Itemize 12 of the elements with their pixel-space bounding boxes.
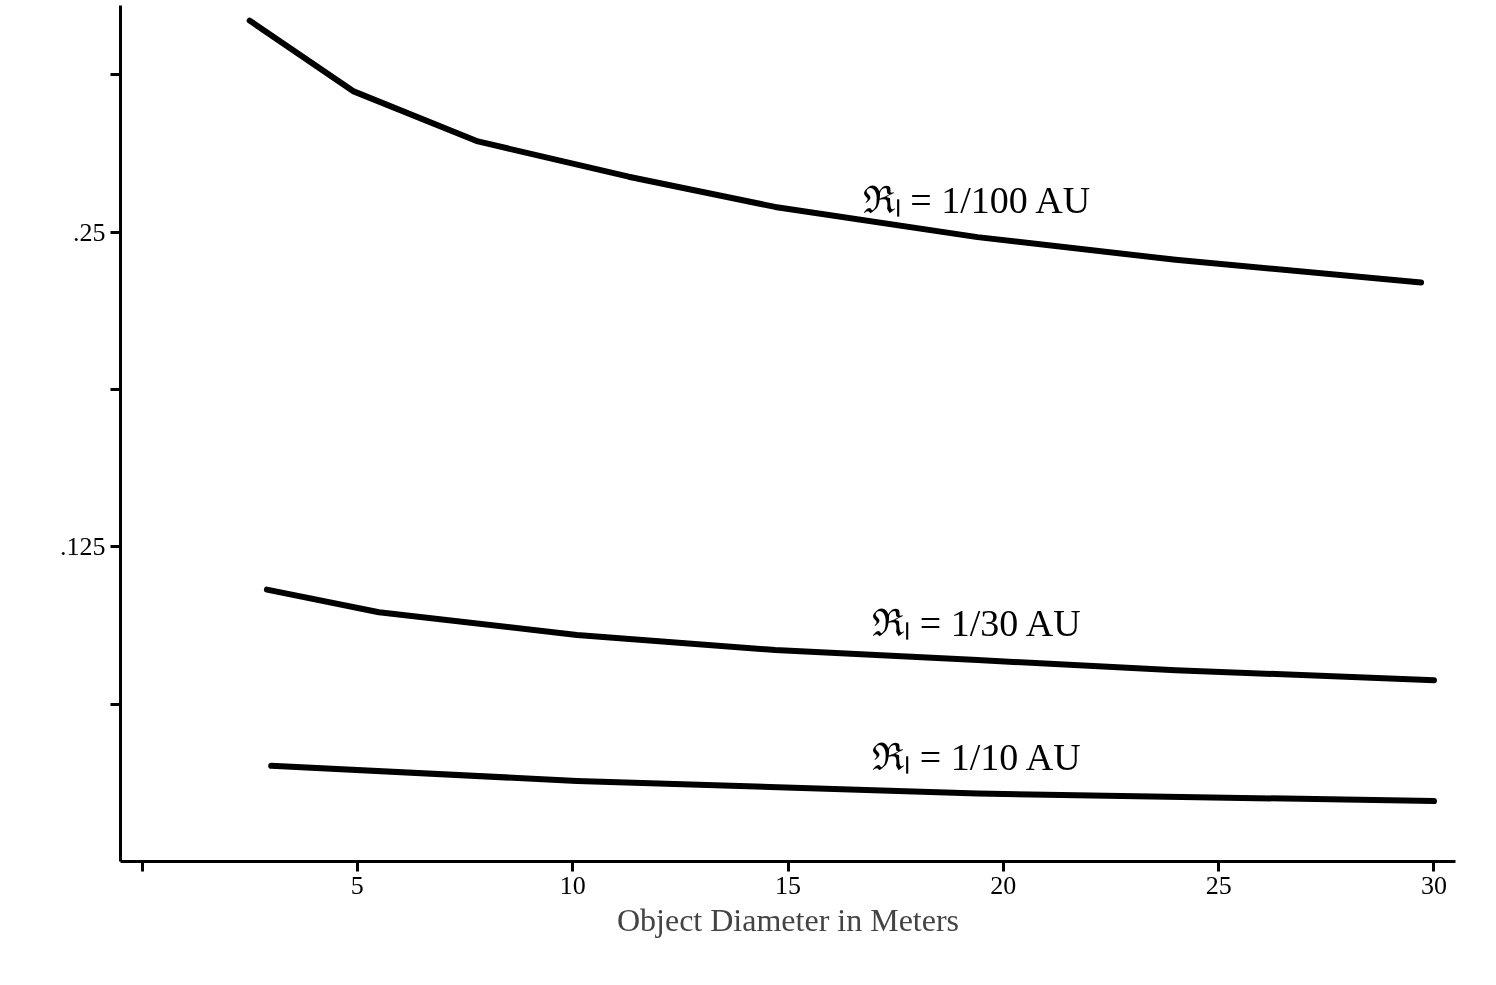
- y-tick-label: .25: [73, 217, 106, 247]
- x-tick-label: 20: [990, 870, 1017, 900]
- series-label: ℜₗ = 1/100 AU: [862, 179, 1091, 222]
- series-label: ℜₗ = 1/30 AU: [872, 602, 1081, 645]
- y-tick-label: .125: [60, 532, 106, 562]
- series-label: ℜₗ = 1/10 AU: [872, 735, 1081, 778]
- x-tick-label: 5: [350, 870, 364, 900]
- x-tick-label: 10: [559, 870, 586, 900]
- x-tick-label: 15: [775, 870, 801, 900]
- x-tick-label: 30: [1420, 870, 1447, 900]
- x-axis-title: Object Diameter in Meters: [616, 901, 960, 938]
- x-tick-label: 25: [1205, 870, 1232, 900]
